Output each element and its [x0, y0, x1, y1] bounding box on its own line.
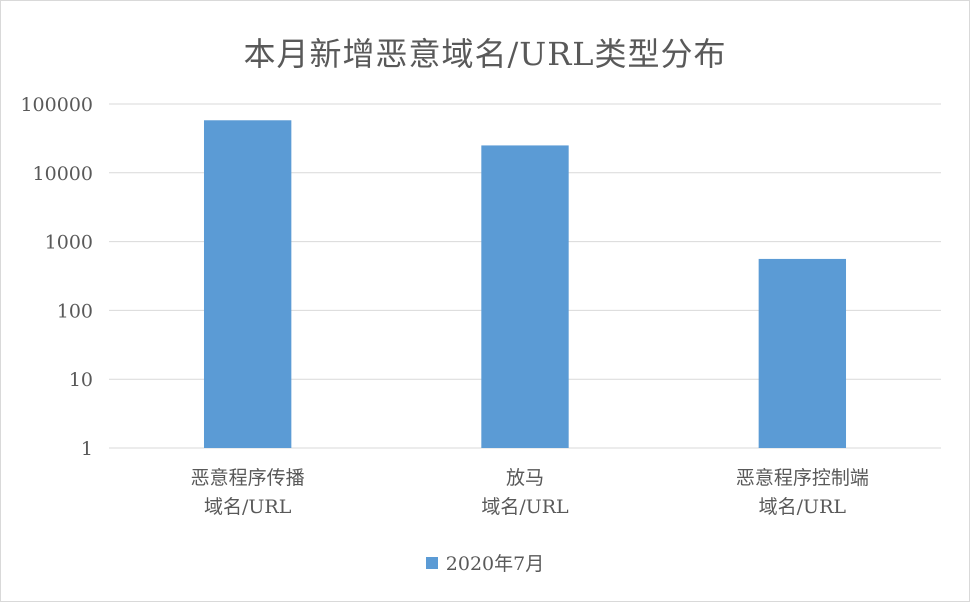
x-category-label: 放马	[506, 467, 544, 489]
x-category-label: 域名/URL	[759, 496, 847, 518]
chart-title: 本月新增恶意域名/URL类型分布	[243, 35, 727, 73]
bar	[481, 145, 569, 448]
legend-swatch	[425, 556, 438, 569]
x-category-label: 域名/URL	[481, 496, 569, 518]
bar	[758, 258, 847, 448]
y-tick-label: 100000	[20, 94, 93, 116]
x-category-label: 恶意程序传播	[191, 467, 305, 489]
y-tick-label: 10	[69, 369, 93, 391]
legend: 2020年7月	[1, 549, 969, 576]
y-tick-label: 100	[57, 300, 93, 322]
y-tick-label: 10000	[33, 163, 93, 185]
x-category-label: 域名/URL	[204, 496, 292, 518]
bar	[203, 120, 292, 448]
legend-label: 2020年7月	[445, 553, 545, 575]
y-tick-label: 1	[81, 438, 93, 460]
y-tick-label: 1000	[45, 232, 93, 254]
x-category-label: 恶意程序控制端	[736, 467, 869, 489]
